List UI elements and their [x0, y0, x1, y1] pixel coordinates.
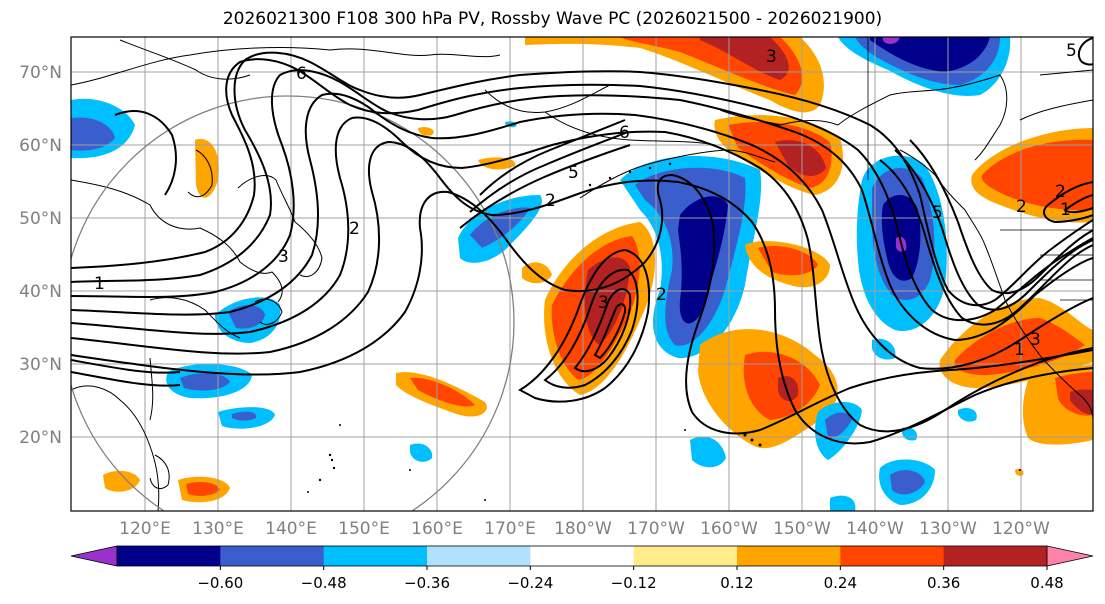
positive-anomaly-region: [418, 127, 434, 136]
positive-anomaly-region: [778, 375, 799, 402]
lat-label: 70°N: [19, 63, 62, 83]
colorbar-tick-label: 0.48: [1030, 574, 1063, 592]
contour-label: 2: [545, 191, 556, 211]
contour-labels: 6 6 5 2 2 1 3 3 3 2 5 2 1 2 1 3 5: [94, 41, 1077, 360]
coastlines: [71, 37, 1093, 511]
negative-anomaly-region: [71, 117, 115, 151]
colorbar-bin: [840, 546, 945, 566]
contour-label: 6: [619, 123, 630, 143]
lon-label: 130°W: [919, 519, 977, 539]
positive-anomaly-region: [954, 318, 1085, 376]
negative-anomaly-region: [890, 470, 925, 495]
contour-label: 5: [932, 203, 943, 223]
map-frame: [70, 36, 1094, 512]
contour-label: 1: [1060, 200, 1071, 220]
contour-label: 3: [1030, 330, 1041, 350]
contour-label: 3: [766, 47, 777, 67]
positive-anomaly-region: [775, 140, 826, 176]
islands: [307, 162, 1021, 501]
negative-anomaly-region: [825, 412, 852, 439]
lon-label: 160°E: [411, 519, 463, 539]
colorbar-bin: [633, 546, 738, 566]
colorbar-tick-label: −0.24: [507, 574, 553, 592]
colorbar-bin: [530, 546, 635, 566]
lon-label: 160°W: [700, 519, 758, 539]
map-title: 2026021300 F108 300 hPa PV, Rossby Wave …: [222, 9, 883, 29]
lon-label: 180°W: [554, 519, 612, 539]
negative-anomaly-region: [690, 436, 726, 468]
positive-anomaly-region: [700, 37, 789, 80]
negative-anomaly-region: [678, 196, 728, 324]
colorbar: −0.60 −0.48 −0.36 −0.24 −0.12 0.12 0.24 0.36 0.4…: [70, 545, 1094, 592]
contour-label: 5: [1066, 41, 1077, 61]
contour-label: 2: [1055, 182, 1066, 202]
colorbar-tick-label: 0.36: [927, 574, 960, 592]
lat-label: 30°N: [19, 355, 62, 375]
contour-label: 5: [568, 163, 579, 183]
colorbar-tick-label: 0.12: [720, 574, 753, 592]
longitude-labels: 120°E 130°E 140°E 150°E 160°E 170°E 180°…: [119, 519, 1050, 539]
map-panel: 6 6 5 2 2 1 3 3 3 2 5 2 1 2 1 3 5: [71, 37, 1093, 511]
lon-label: 120°E: [119, 519, 171, 539]
lat-label: 50°N: [19, 209, 62, 229]
positive-anomaly-region: [1070, 389, 1093, 415]
positive-anomaly-region: [186, 482, 220, 496]
lon-label: 140°E: [265, 519, 317, 539]
positive-anomaly-region: [478, 157, 516, 170]
contour-label: 3: [598, 293, 609, 313]
negative-anomaly-region: [830, 495, 856, 511]
lon-label: 120°W: [992, 519, 1050, 539]
negative-anomaly-region: [882, 37, 900, 45]
colorbar-tick-label: −0.48: [301, 574, 347, 592]
colorbar-tick-label: −0.36: [404, 574, 450, 592]
latitude-labels: 70°N 60°N 50°N 40°N 30°N 20°N: [19, 63, 62, 448]
colorbar-bin: [323, 546, 428, 566]
contour-label: 3: [278, 247, 289, 267]
colorbar-bin: [737, 546, 841, 566]
colorbar-frame: [116, 545, 1048, 567]
positive-anomaly-region: [103, 470, 140, 492]
colorbar-tick-label: 0.24: [824, 574, 857, 592]
lon-label: 130°E: [192, 519, 244, 539]
contour-label: 1: [94, 274, 105, 294]
negative-anomaly-region: [410, 443, 433, 462]
negative-anomaly-region: [872, 338, 896, 360]
lon-label: 140°W: [846, 519, 904, 539]
pv-contours: [71, 37, 1093, 445]
colorbar-bin: [117, 546, 221, 566]
colorbar-extend-low: [70, 545, 118, 567]
lat-label: 40°N: [19, 282, 62, 302]
lat-label: 60°N: [19, 136, 62, 156]
lon-label: 170°E: [484, 519, 536, 539]
colorbar-tick-label: −0.60: [197, 574, 243, 592]
contour-label: 2: [1016, 197, 1027, 217]
contour-label: 2: [349, 219, 360, 239]
contour-label: 6: [296, 64, 307, 84]
lon-label: 150°W: [773, 519, 831, 539]
colorbar-bin: [943, 546, 1048, 566]
lat-label: 20°N: [19, 428, 62, 448]
negative-anomaly-region: [870, 37, 990, 72]
negative-anomaly-region: [958, 408, 977, 422]
colorbar-bin: [427, 546, 531, 566]
colorbar-tick-label: −0.12: [611, 574, 657, 592]
colorbar-extend-high: [1046, 545, 1094, 567]
lon-label: 150°E: [338, 519, 390, 539]
contour-label: 1: [1014, 340, 1025, 360]
lon-label: 170°W: [627, 519, 685, 539]
negative-anomaly-region: [232, 411, 257, 421]
positive-anomaly-region: [758, 245, 818, 276]
contour-label: 2: [656, 285, 667, 305]
positive-anomaly-region: [410, 377, 475, 407]
region-circle: [71, 95, 515, 511]
colorbar-bin: [220, 546, 325, 566]
